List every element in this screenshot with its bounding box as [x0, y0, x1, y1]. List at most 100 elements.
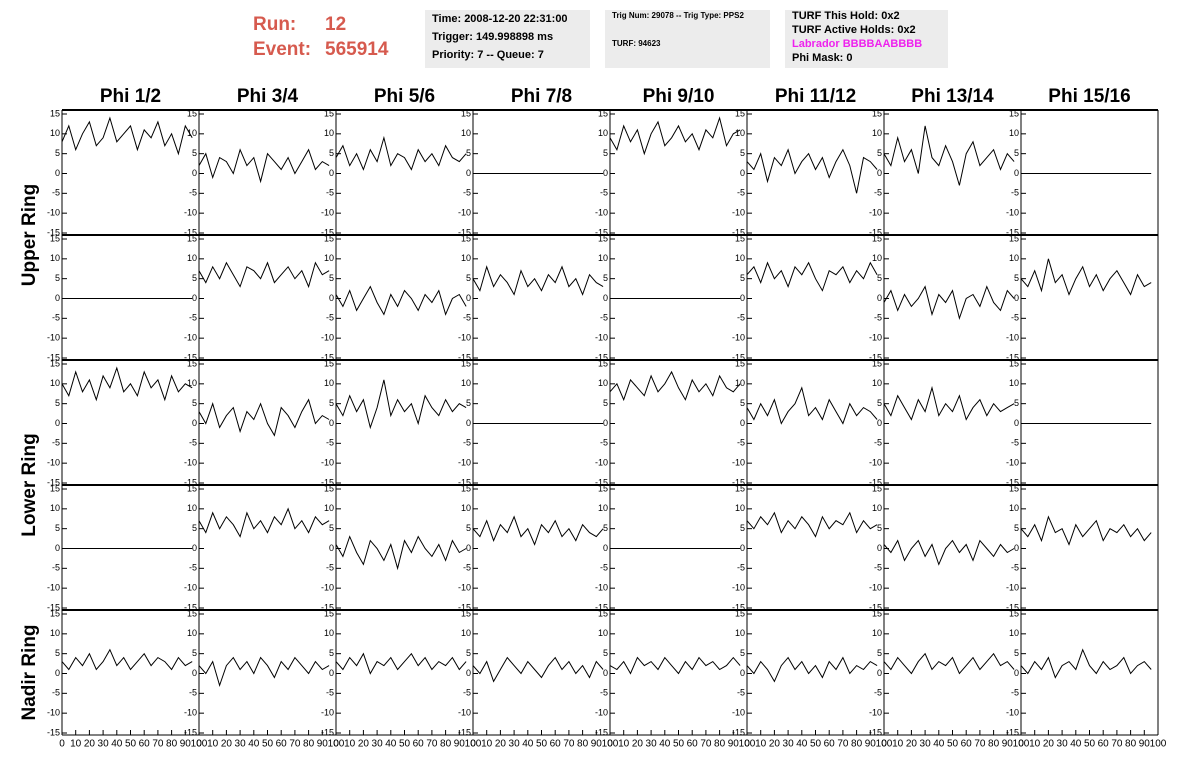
x-tick-label: 90 [1002, 739, 1014, 750]
y-tick-label: 5 [192, 398, 197, 408]
y-tick-label: -5 [326, 188, 334, 198]
y-tick-label: 5 [466, 148, 471, 158]
waveform [883, 385, 1015, 421]
y-tick-label: 0 [1014, 668, 1019, 678]
row-title: Lower Ring [19, 433, 40, 536]
y-tick-label: 0 [1014, 418, 1019, 428]
y-tick-label: 5 [55, 273, 60, 283]
y-tick-label: 15 [735, 358, 745, 368]
waveform [335, 285, 467, 316]
y-tick-label: 15 [598, 233, 608, 243]
y-tick-label: -15 [869, 602, 882, 612]
x-tick-label: 30 [783, 739, 795, 750]
waveform [883, 125, 1015, 186]
y-tick-label: 0 [329, 168, 334, 178]
y-tick-label: -5 [189, 313, 197, 323]
y-tick-label: -15 [1006, 727, 1019, 737]
y-tick-label: -15 [184, 477, 197, 487]
y-tick-label: 0 [55, 668, 60, 678]
x-tick-label: 90 [865, 739, 877, 750]
y-tick-label: 15 [735, 108, 745, 118]
y-tick-label: -10 [458, 458, 471, 468]
x-tick-label: 50 [262, 739, 274, 750]
y-tick-label: -15 [732, 602, 745, 612]
y-tick-label: -5 [874, 188, 882, 198]
y-tick-label: 10 [461, 128, 471, 138]
x-tick-label: 10 [618, 739, 630, 750]
y-tick-label: -5 [326, 563, 334, 573]
y-tick-label: -5 [52, 188, 60, 198]
y-tick-label: -15 [47, 602, 60, 612]
y-tick-label: -15 [1006, 352, 1019, 362]
y-tick-label: 15 [324, 608, 334, 618]
y-tick-label: 10 [872, 628, 882, 638]
waveform [609, 370, 741, 402]
y-tick-label: 0 [603, 543, 608, 553]
y-tick-label: 15 [187, 233, 197, 243]
x-tick-label: 60 [413, 739, 425, 750]
y-tick-label: -5 [1011, 563, 1019, 573]
y-tick-label: 5 [877, 273, 882, 283]
x-tick-label: 10 [892, 739, 904, 750]
x-tick-label: 40 [933, 739, 945, 750]
waveform [335, 379, 467, 430]
y-tick-label: -5 [326, 688, 334, 698]
x-tick-label: 30 [920, 739, 932, 750]
y-tick-label: 5 [192, 648, 197, 658]
y-tick-label: 0 [329, 418, 334, 428]
y-tick-label: -10 [1006, 208, 1019, 218]
time-box [425, 10, 590, 68]
x-tick-label: 70 [152, 739, 164, 750]
y-tick-label: -15 [1006, 602, 1019, 612]
y-tick-label: -15 [869, 227, 882, 237]
y-tick-label: 10 [598, 128, 608, 138]
trigger: Trigger: 149.998898 ms [432, 31, 553, 43]
row-title: Upper Ring [19, 184, 40, 286]
y-tick-label: -15 [458, 227, 471, 237]
x-tick-label: 80 [988, 739, 1000, 750]
y-tick-label: 5 [740, 523, 745, 533]
x-tick-label: 40 [1070, 739, 1082, 750]
waveform [1020, 648, 1152, 679]
y-tick-label: 5 [1014, 148, 1019, 158]
x-tick-label: 10 [481, 739, 493, 750]
y-tick-label: 0 [192, 293, 197, 303]
y-tick-label: 0 [55, 293, 60, 303]
y-tick-label: 15 [50, 608, 60, 618]
waveform [198, 656, 330, 688]
x-tick-label: 80 [440, 739, 452, 750]
y-tick-label: -10 [1006, 333, 1019, 343]
y-tick-label: 5 [877, 148, 882, 158]
y-tick-label: 0 [466, 293, 471, 303]
y-tick-label: 10 [598, 253, 608, 263]
waveform [61, 648, 193, 671]
x-tick-label: 100 [328, 739, 345, 750]
y-tick-label: 5 [603, 273, 608, 283]
y-tick-label: -5 [1011, 188, 1019, 198]
y-tick-label: -10 [869, 208, 882, 218]
run-number: 12 [325, 14, 346, 35]
waveform [1020, 258, 1152, 296]
y-tick-label: 15 [735, 483, 745, 493]
y-tick-label: -15 [458, 352, 471, 362]
x-tick-label: 40 [385, 739, 397, 750]
y-tick-label: -10 [869, 583, 882, 593]
x-tick-label: 80 [851, 739, 863, 750]
y-tick-label: -15 [732, 477, 745, 487]
y-tick-label: -10 [184, 208, 197, 218]
x-tick-label: 40 [248, 739, 260, 750]
y-tick-label: 10 [50, 378, 60, 388]
y-tick-label: -10 [732, 208, 745, 218]
y-tick-label: 15 [324, 233, 334, 243]
y-tick-label: 15 [1009, 233, 1019, 243]
x-tick-label: 50 [536, 739, 548, 750]
y-tick-label: 0 [329, 293, 334, 303]
x-tick-label: 100 [465, 739, 482, 750]
waveform [472, 515, 604, 546]
y-tick-label: 10 [187, 628, 197, 638]
y-tick-label: 10 [50, 253, 60, 263]
y-tick-label: -15 [732, 727, 745, 737]
x-tick-label: 30 [235, 739, 247, 750]
y-tick-label: 0 [877, 293, 882, 303]
x-tick-label: 0 [333, 739, 339, 750]
